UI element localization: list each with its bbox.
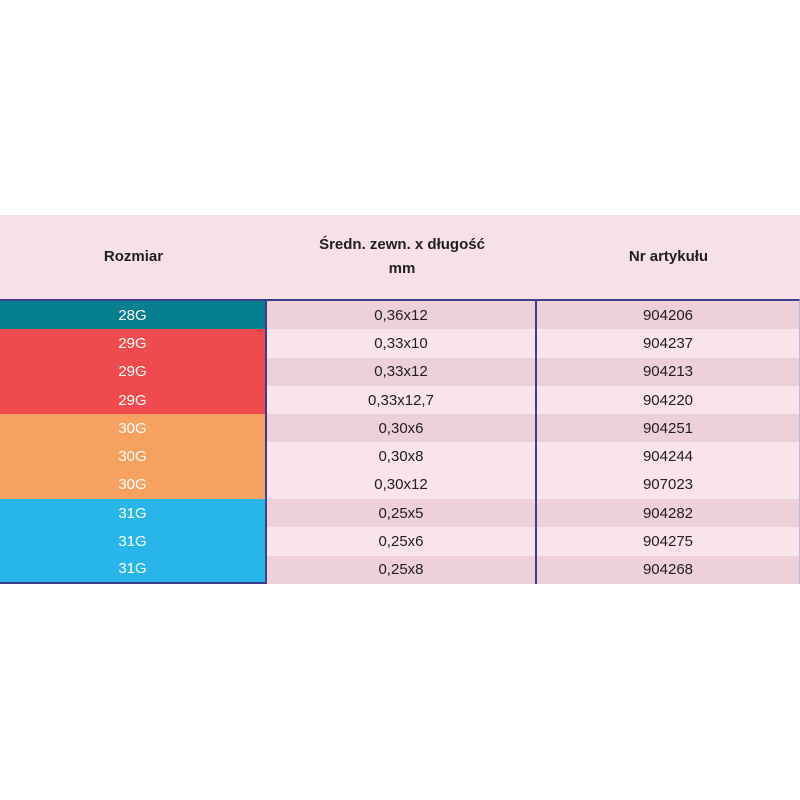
size-cell: 31G — [0, 527, 267, 556]
table-row: 30G 0,30x12 907023 — [0, 470, 799, 500]
table-row: 29G 0,33x10 904237 — [0, 329, 799, 358]
table-body: 28G 0,36x12 904206 29G 0,33x10 904237 29… — [0, 299, 800, 584]
article-cell: 904237 — [537, 329, 799, 358]
column-header-rozmiar-label: Rozmiar — [103, 248, 164, 265]
article-cell: 904206 — [537, 301, 799, 330]
article-cell: 904220 — [537, 385, 799, 415]
column-header-rozmiar: Rozmiar — [0, 215, 267, 299]
dimension-cell: 0,25x8 — [267, 555, 537, 584]
size-cell: 30G — [0, 470, 267, 500]
size-cell: 28G — [0, 301, 267, 330]
table-row: 30G 0,30x6 904251 — [0, 414, 799, 443]
table-row: 28G 0,36x12 904206 — [0, 301, 799, 330]
dimension-cell: 0,25x5 — [267, 499, 537, 528]
size-cell: 29G — [0, 385, 267, 415]
article-cell: 904251 — [537, 414, 799, 443]
size-cell: 30G — [0, 442, 267, 471]
article-cell: 904244 — [537, 442, 799, 471]
column-header-article-number: Nr artykułu — [537, 215, 800, 299]
dimension-cell: 0,25x6 — [267, 527, 537, 556]
needle-size-table: Rozmiar Średn. zewn. x długość mm Nr art… — [0, 215, 800, 584]
article-cell: 904268 — [537, 555, 799, 584]
column-header-dimensions-line1: Średn. zewn. x długość — [319, 236, 485, 253]
dimension-cell: 0,30x12 — [267, 470, 537, 500]
table-row: 31G 0,25x5 904282 — [0, 499, 799, 528]
column-header-dimensions: Średn. zewn. x długość mm — [267, 215, 537, 299]
article-cell: 904213 — [537, 357, 799, 386]
table-header-row: Rozmiar Średn. zewn. x długość mm Nr art… — [0, 215, 800, 299]
column-header-dimensions-line2: mm — [388, 260, 416, 277]
dimension-cell: 0,30x6 — [267, 414, 537, 443]
dimension-cell: 0,30x8 — [267, 442, 537, 471]
column-header-article-number-label: Nr artykułu — [628, 248, 709, 265]
table-row: 29G 0,33x12 904213 — [0, 357, 799, 386]
dimension-cell: 0,33x10 — [267, 329, 537, 358]
table-row: 31G 0,25x8 904268 — [0, 555, 799, 584]
article-cell: 904275 — [537, 527, 799, 556]
size-cell: 29G — [0, 357, 267, 386]
table-row: 29G 0,33x12,7 904220 — [0, 385, 799, 415]
article-cell: 907023 — [537, 470, 799, 500]
size-cell: 31G — [0, 499, 267, 528]
table-row: 31G 0,25x6 904275 — [0, 527, 799, 556]
dimension-cell: 0,33x12 — [267, 357, 537, 386]
article-cell: 904282 — [537, 499, 799, 528]
dimension-cell: 0,36x12 — [267, 301, 537, 330]
size-cell: 29G — [0, 329, 267, 358]
table-row: 30G 0,30x8 904244 — [0, 442, 799, 471]
size-cell: 31G — [0, 555, 267, 584]
size-cell: 30G — [0, 414, 267, 443]
dimension-cell: 0,33x12,7 — [267, 385, 537, 415]
